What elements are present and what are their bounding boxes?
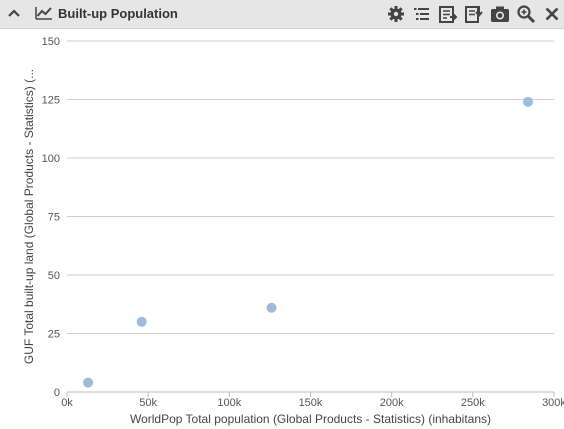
screenshot-button[interactable] [490,4,510,24]
data-point[interactable] [136,316,147,327]
x-tick-label: 200k [380,397,404,409]
download-icon [465,6,483,23]
line-chart-icon [35,7,52,20]
data-point[interactable] [523,96,534,107]
x-tick-label: 50k [139,397,157,409]
zoom-icon [517,5,536,24]
list-icon [414,8,429,20]
panel-header: Built-up Population [0,0,564,29]
x-axis-title: WorldPop Total population (Global Produc… [130,412,491,426]
y-tick-label: 125 [42,95,60,107]
scatter-chart: 0 25 50 75 100 125 150 0k 50k 100k 150k 200k 250k 300… [22,36,564,426]
data-point[interactable] [83,377,94,388]
y-tick-label: 50 [48,270,60,282]
camera-icon [491,6,509,22]
collapse-button[interactable] [6,6,22,22]
data-point[interactable] [266,302,277,313]
x-tick-label: 250k [461,397,485,409]
y-tick-label: 100 [42,153,60,165]
y-tick-label: 150 [42,36,60,48]
export-data-button[interactable] [438,4,458,24]
export-data-icon [439,6,458,23]
panel-title: Built-up Population [58,6,178,21]
x-tick-label: 0k [61,397,73,409]
y-tick-label: 75 [48,212,60,224]
toolbar [386,4,559,24]
download-button[interactable] [464,4,484,24]
y-tick-label: 25 [48,329,60,341]
x-tick-label: 150k [299,397,323,409]
data-points [83,96,534,388]
chevron-up-icon [8,9,20,17]
close-button[interactable] [542,4,562,24]
y-tick-label: 0 [54,387,60,399]
x-tick-label: 100k [217,397,241,409]
close-icon [545,7,559,21]
legend-button[interactable] [412,4,432,24]
grid-lines [66,40,555,397]
gear-icon [388,6,404,22]
x-tick-label: 300k [542,397,564,409]
y-axis-title: GUF Total built-up land (Global Products… [22,69,36,364]
tick-labels: 0 25 50 75 100 125 150 0k 50k 100k 150k 200k 250k 300… [42,36,564,409]
zoom-button[interactable] [516,4,536,24]
settings-button[interactable] [386,4,406,24]
